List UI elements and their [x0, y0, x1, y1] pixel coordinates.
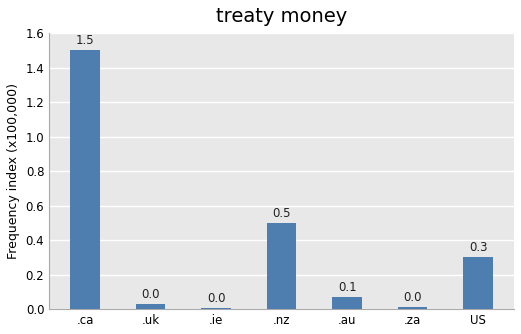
Text: 1.5: 1.5 — [76, 34, 94, 47]
Text: 0.0: 0.0 — [207, 292, 225, 305]
Title: treaty money: treaty money — [216, 7, 347, 26]
Bar — [136, 304, 165, 309]
Bar — [332, 297, 362, 309]
Bar — [267, 223, 296, 309]
Y-axis label: Frequency index (x100,000): Frequency index (x100,000) — [7, 83, 20, 259]
Bar — [201, 308, 231, 309]
Text: 0.0: 0.0 — [141, 288, 160, 301]
Text: 0.3: 0.3 — [469, 241, 488, 254]
Bar — [398, 308, 427, 309]
Bar — [464, 258, 493, 309]
Text: 0.0: 0.0 — [403, 291, 422, 304]
Bar — [70, 50, 100, 309]
Text: 0.1: 0.1 — [338, 281, 356, 294]
Text: 0.5: 0.5 — [272, 207, 291, 220]
